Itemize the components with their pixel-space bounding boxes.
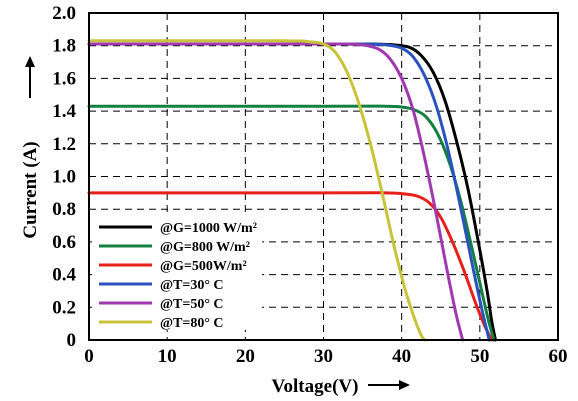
legend: @G=1000 W/m² @G=800 W/m² @G=500W/m² @T=30° … bbox=[92, 212, 262, 331]
legend-entry-label: @G=500W/m² bbox=[160, 259, 247, 274]
y-tick-label: 1.4 bbox=[52, 101, 76, 122]
x-tick-label: 50 bbox=[470, 346, 489, 367]
y-tick-label: 1.6 bbox=[52, 68, 76, 89]
y-axis-label: Current (A) bbox=[20, 141, 41, 238]
y-tick-label: 1.2 bbox=[52, 134, 76, 155]
legend-entry-label: @G=1000 W/m² bbox=[160, 221, 257, 236]
y-tick-label: 1.8 bbox=[52, 36, 76, 57]
y-arrow-head bbox=[25, 56, 35, 67]
series-line-1 bbox=[87, 104, 496, 342]
y-tick-label: 0.4 bbox=[52, 265, 76, 286]
legend-entry-label: @T=80° C bbox=[160, 316, 224, 331]
x-tick-label: 60 bbox=[549, 346, 568, 367]
legend-entry-label: @T=50° C bbox=[160, 297, 224, 312]
y-axis-arrow bbox=[25, 56, 35, 98]
tick-labels: 0 10 20 30 40 50 60 0 0.2 0.4 0.6 0.8 1.0 1.2 1.4 1.6 1.… bbox=[52, 3, 567, 367]
y-tick-label: 0.8 bbox=[52, 199, 76, 220]
series-line-4 bbox=[87, 42, 465, 342]
x-tick-label: 20 bbox=[236, 346, 255, 367]
x-tick-label: 0 bbox=[84, 346, 94, 367]
series-line-2 bbox=[87, 191, 494, 342]
legend-background bbox=[92, 212, 262, 330]
x-axis-label: Voltage(V) bbox=[272, 376, 359, 397]
x-tick-label: 30 bbox=[314, 346, 333, 367]
plot-frame bbox=[88, 12, 559, 341]
y-tick-label: 1.0 bbox=[52, 167, 76, 188]
series-layer bbox=[87, 39, 497, 342]
x-tick-label: 40 bbox=[392, 346, 411, 367]
y-tick-label: 0 bbox=[67, 330, 77, 351]
x-arrow-head bbox=[399, 380, 410, 390]
y-tick-label: 2.0 bbox=[52, 3, 76, 24]
legend-entry-label: @T=30° C bbox=[160, 278, 224, 293]
x-axis-arrow bbox=[368, 380, 410, 390]
series-line-5 bbox=[87, 39, 427, 342]
legend-entry-label: @G=800 W/m² bbox=[160, 240, 250, 255]
y-tick-label: 0.2 bbox=[52, 297, 76, 318]
x-tick-label: 10 bbox=[158, 346, 177, 367]
y-tick-label: 0.6 bbox=[52, 232, 76, 253]
